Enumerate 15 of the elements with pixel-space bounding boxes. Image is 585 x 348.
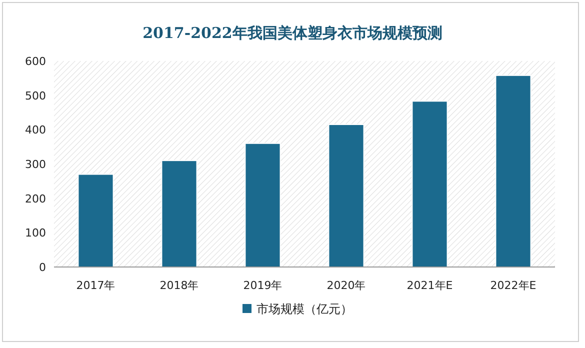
x-tick-label: 2021年E [406,279,453,292]
y-tick-label: 600 [25,55,46,68]
y-tick-label: 300 [25,158,46,171]
y-tick-label: 100 [25,226,46,240]
x-tick-label: 2022年E [490,279,536,292]
y-tick-label: 0 [39,261,46,274]
x-tick-label: 2020年 [326,279,366,292]
y-tick-label: 500 [25,89,46,102]
x-tick-label: 2018年 [160,279,199,292]
chart-title: 2017-2022年我国美体塑身衣市场规模预测 [142,24,442,42]
y-tick-label: 400 [25,124,46,137]
y-tick-label: 200 [25,192,46,206]
x-tick-label: 2017年 [76,279,116,292]
x-tick-label: 2019年 [243,279,282,292]
legend-label: 市场规模（亿元） [256,302,352,316]
